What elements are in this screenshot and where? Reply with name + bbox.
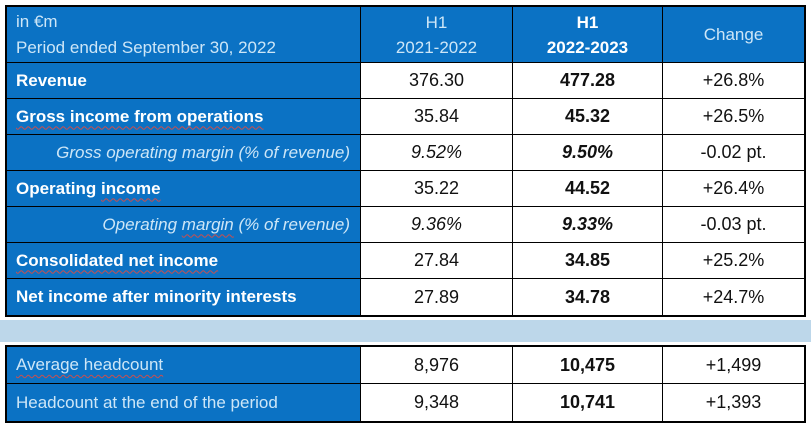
row-label-part: Operating bbox=[102, 214, 182, 234]
row-headcount-end-period: Headcount at the end of the period 9,348… bbox=[7, 384, 804, 421]
row-label-cell: Headcount at the end of the period bbox=[7, 384, 361, 421]
value-h1-2021-2022: 35.84 bbox=[361, 99, 513, 134]
results-table-main-block: in €m Period ended September 30, 2022 H1… bbox=[5, 5, 806, 317]
value-change: +26.8% bbox=[663, 63, 804, 98]
row-label-part: Operating bbox=[16, 178, 102, 198]
value-h1-2022-2023: 9.33% bbox=[513, 207, 663, 242]
row-label-cell: Operating margin (% of revenue) bbox=[7, 207, 361, 242]
row-label-cell: Gross income from operations bbox=[7, 99, 361, 134]
row-label-part: margin bbox=[181, 214, 234, 234]
row-label-part: income bbox=[101, 178, 161, 198]
row-label-cell: Consolidated net income bbox=[7, 243, 361, 278]
row-label: Gross income from operations bbox=[16, 106, 264, 126]
period-label: Period ended September 30, 2022 bbox=[16, 37, 276, 57]
row-label-cell: Revenue bbox=[7, 63, 361, 98]
value-h1-2022-2023: 9.50% bbox=[513, 135, 663, 170]
row-label-cell: Net income after minority interests bbox=[7, 279, 361, 315]
header-change: Change bbox=[663, 7, 804, 62]
value-h1-2022-2023: 34.78 bbox=[513, 279, 663, 315]
value-h1-2022-2023: 477.28 bbox=[513, 63, 663, 98]
value-h1-2022-2023: 44.52 bbox=[513, 171, 663, 206]
value-h1-2021-2022: 9.52% bbox=[361, 135, 513, 170]
value-change: +24.7% bbox=[663, 279, 804, 315]
separator-band bbox=[0, 320, 811, 342]
value-change: +1,393 bbox=[663, 384, 804, 421]
value-h1-2022-2023: 34.85 bbox=[513, 243, 663, 278]
header-h1-2021-2022: H1 2021-2022 bbox=[361, 7, 513, 62]
value-h1-2022-2023: 10,475 bbox=[513, 347, 663, 383]
row-label: Revenue bbox=[16, 70, 87, 90]
row-average-headcount: Average headcount 8,976 10,475 +1,499 bbox=[7, 347, 804, 384]
header-h1-2021-line2: 2021-2022 bbox=[395, 37, 478, 57]
row-label: Headcount at the end of the period bbox=[16, 392, 278, 412]
table-header-row: in €m Period ended September 30, 2022 H1… bbox=[7, 7, 804, 63]
row-label: Operating margin (% of revenue) bbox=[102, 215, 350, 235]
value-h1-2021-2022: 8,976 bbox=[361, 347, 513, 383]
row-label-cell: Average headcount bbox=[7, 347, 361, 383]
row-label-cell: Gross operating margin (% of revenue) bbox=[7, 135, 361, 170]
header-period-cell: in €m Period ended September 30, 2022 bbox=[7, 7, 361, 62]
value-h1-2021-2022: 35.22 bbox=[361, 171, 513, 206]
value-h1-2021-2022: 9.36% bbox=[361, 207, 513, 242]
header-change-label: Change bbox=[703, 25, 764, 44]
header-h1-2021-line1: H1 bbox=[425, 12, 448, 32]
row-label-part: (% of revenue) bbox=[233, 214, 350, 234]
value-h1-2021-2022: 27.89 bbox=[361, 279, 513, 315]
value-change: +26.4% bbox=[663, 171, 804, 206]
row-label: Consolidated net income bbox=[16, 250, 219, 270]
row-gross-operating-margin: Gross operating margin (% of revenue) 9.… bbox=[7, 135, 804, 171]
row-label: Operating income bbox=[16, 179, 161, 199]
row-operating-income: Operating income 35.22 44.52 +26.4% bbox=[7, 171, 804, 207]
value-change: +1,499 bbox=[663, 347, 804, 383]
row-revenue: Revenue 376.30 477.28 +26.8% bbox=[7, 63, 804, 99]
value-h1-2022-2023: 45.32 bbox=[513, 99, 663, 134]
row-label: Average headcount bbox=[16, 355, 164, 374]
headcount-table-block: Average headcount 8,976 10,475 +1,499 He… bbox=[5, 345, 806, 423]
header-h1-2022-line1: H1 bbox=[576, 12, 599, 32]
row-label: Gross operating margin (% of revenue) bbox=[56, 142, 350, 162]
value-change: -0.02 pt. bbox=[663, 135, 804, 170]
row-operating-margin: Operating margin (% of revenue) 9.36% 9.… bbox=[7, 207, 804, 243]
value-h1-2021-2022: 9,348 bbox=[361, 384, 513, 421]
row-gross-income: Gross income from operations 35.84 45.32… bbox=[7, 99, 804, 135]
header-h1-2022-2023: H1 2022-2023 bbox=[513, 7, 663, 62]
header-h1-2022-line2: 2022-2023 bbox=[546, 37, 629, 57]
row-net-income-minority: Net income after minority interests 27.8… bbox=[7, 279, 804, 315]
value-change: +26.5% bbox=[663, 99, 804, 134]
row-label: Net income after minority interests bbox=[16, 287, 297, 306]
row-consolidated-net-income: Consolidated net income 27.84 34.85 +25.… bbox=[7, 243, 804, 279]
value-change: +25.2% bbox=[663, 243, 804, 278]
value-change: -0.03 pt. bbox=[663, 207, 804, 242]
value-h1-2022-2023: 10,741 bbox=[513, 384, 663, 421]
unit-label: in €m bbox=[16, 11, 58, 31]
value-h1-2021-2022: 376.30 bbox=[361, 63, 513, 98]
row-label-cell: Operating income bbox=[7, 171, 361, 206]
value-h1-2021-2022: 27.84 bbox=[361, 243, 513, 278]
